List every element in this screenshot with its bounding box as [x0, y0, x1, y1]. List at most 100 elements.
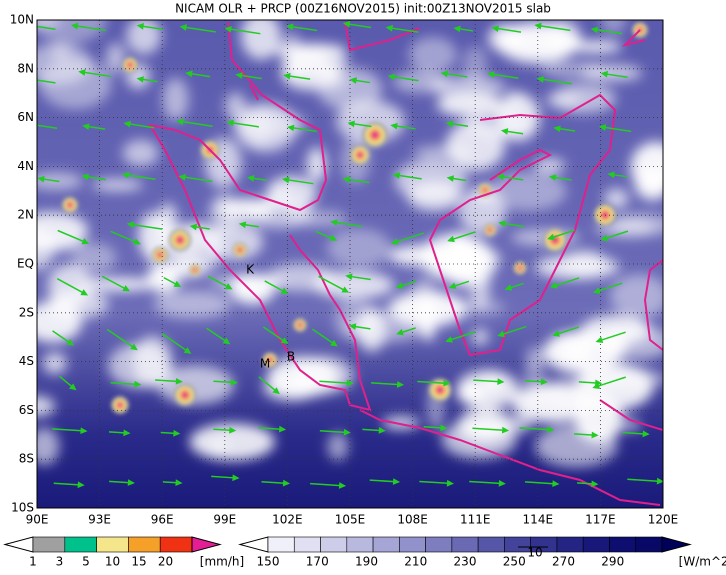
coastline: [147, 21, 663, 506]
colorbar-box: [320, 536, 348, 553]
y-axis-label: 6N: [17, 110, 34, 124]
wind-arrow: [56, 278, 87, 296]
wind-arrow-head: [553, 125, 561, 133]
cloud: [357, 307, 387, 352]
wind-arrow-head: [189, 223, 198, 231]
wind-arrow-head: [496, 173, 505, 181]
wind-arrow-head: [491, 25, 499, 32]
wind-arrow: [318, 275, 348, 293]
x-axis-label: 120E: [648, 513, 679, 527]
wind-arrow-head: [282, 479, 291, 487]
wind-arrow-head: [395, 282, 404, 289]
cloud: [534, 254, 620, 280]
wind-arrow-head: [341, 286, 350, 293]
cloud: [229, 273, 276, 305]
colorbar-label: 290: [601, 555, 624, 569]
colorbar-box: [64, 536, 97, 553]
cloud: [37, 427, 60, 466]
x-axis-label: 93E: [88, 513, 111, 527]
rain-cell: [517, 265, 523, 271]
x-axis-label: 108E: [397, 513, 428, 527]
wind-arrow-head: [136, 76, 144, 83]
wind-arrow-head: [540, 378, 548, 386]
colorbar-label: 270: [552, 555, 575, 569]
wind-arrow: [627, 478, 663, 483]
rain-cell: [193, 268, 197, 272]
wind-arrow-head: [175, 479, 183, 487]
cloud: [153, 290, 232, 319]
rain-cell: [488, 228, 492, 232]
cloud: [388, 244, 462, 267]
wind-arrow-head: [82, 123, 90, 131]
wind-arrow-head: [547, 233, 555, 241]
wind-arrow-head: [440, 70, 449, 78]
wind-arrow-head: [607, 171, 615, 179]
wind-arrow-head: [552, 480, 560, 488]
y-axis-label: 10S: [11, 501, 34, 515]
wind-arrow-head: [591, 480, 599, 488]
wind-arrow-head: [592, 287, 601, 294]
wind-arrow-head: [497, 378, 505, 385]
cloud: [456, 369, 520, 410]
wind-arrow: [128, 223, 163, 230]
wind-arrow-head: [501, 426, 510, 434]
map-frame: [36, 19, 664, 509]
wind-arrow: [57, 229, 88, 244]
wind-arrow-head: [387, 73, 396, 81]
cloud: [281, 55, 341, 91]
wind-arrow: [319, 380, 353, 385]
wind-arrow: [519, 427, 553, 431]
wind-arrow-head: [595, 336, 604, 344]
cloud: [507, 414, 529, 434]
cloud: [105, 42, 126, 74]
cloud: [209, 439, 229, 456]
rain-cell: [67, 202, 73, 208]
colorbar-box: [609, 536, 637, 553]
wind-arrow-head: [346, 379, 354, 387]
rain-cell: [127, 62, 133, 68]
cloud: [326, 228, 392, 268]
colorbar-label: 210: [404, 555, 427, 569]
y-axis-label: 4S: [19, 354, 34, 368]
cloud: [574, 396, 624, 443]
wind-arrow-head: [445, 120, 454, 128]
cloud: [471, 328, 489, 346]
colorbar-box: [159, 536, 193, 553]
wind-arrow-head: [446, 175, 455, 182]
wind-arrow: [37, 124, 58, 130]
rain-cell: [371, 131, 379, 139]
cloud: [206, 222, 264, 261]
rain-cell: [436, 386, 444, 394]
wind-arrow-head: [552, 330, 560, 337]
cloud: [266, 184, 292, 200]
wind-arrow-head: [70, 22, 79, 30]
colorbar-label: 15: [131, 555, 146, 569]
colorbar-box: [582, 536, 610, 553]
wind-arrow-head: [600, 234, 609, 242]
wind-arrow-head: [598, 124, 607, 131]
wind-arrow-head: [286, 23, 294, 31]
map-area: [37, 20, 663, 508]
y-axis-label: 6S: [19, 403, 34, 417]
cloud: [286, 210, 349, 227]
colorbar-box: [372, 536, 400, 553]
wind-arrow-head: [78, 69, 86, 76]
cloud: [600, 20, 627, 35]
wind-arrow: [392, 232, 424, 244]
station-label: K: [246, 263, 255, 277]
wind-arrow-head: [226, 119, 234, 127]
wind-arrow: [226, 27, 261, 35]
wind-arrow-head: [80, 427, 88, 435]
wind-arrow-head: [69, 383, 77, 391]
colorbar-box: [425, 536, 453, 553]
y-axis-label: 4N: [17, 159, 34, 173]
wind-arrow-head: [330, 219, 338, 226]
wind-arrow-head: [136, 23, 145, 30]
colorbar-unit: [mm/h]: [200, 555, 244, 569]
cloud: [336, 100, 405, 143]
cloud: [436, 91, 503, 117]
wind-arrow: [472, 427, 508, 432]
colorbar-box: [556, 536, 584, 553]
wind-arrow-head: [642, 430, 650, 438]
cloud: [446, 231, 474, 282]
